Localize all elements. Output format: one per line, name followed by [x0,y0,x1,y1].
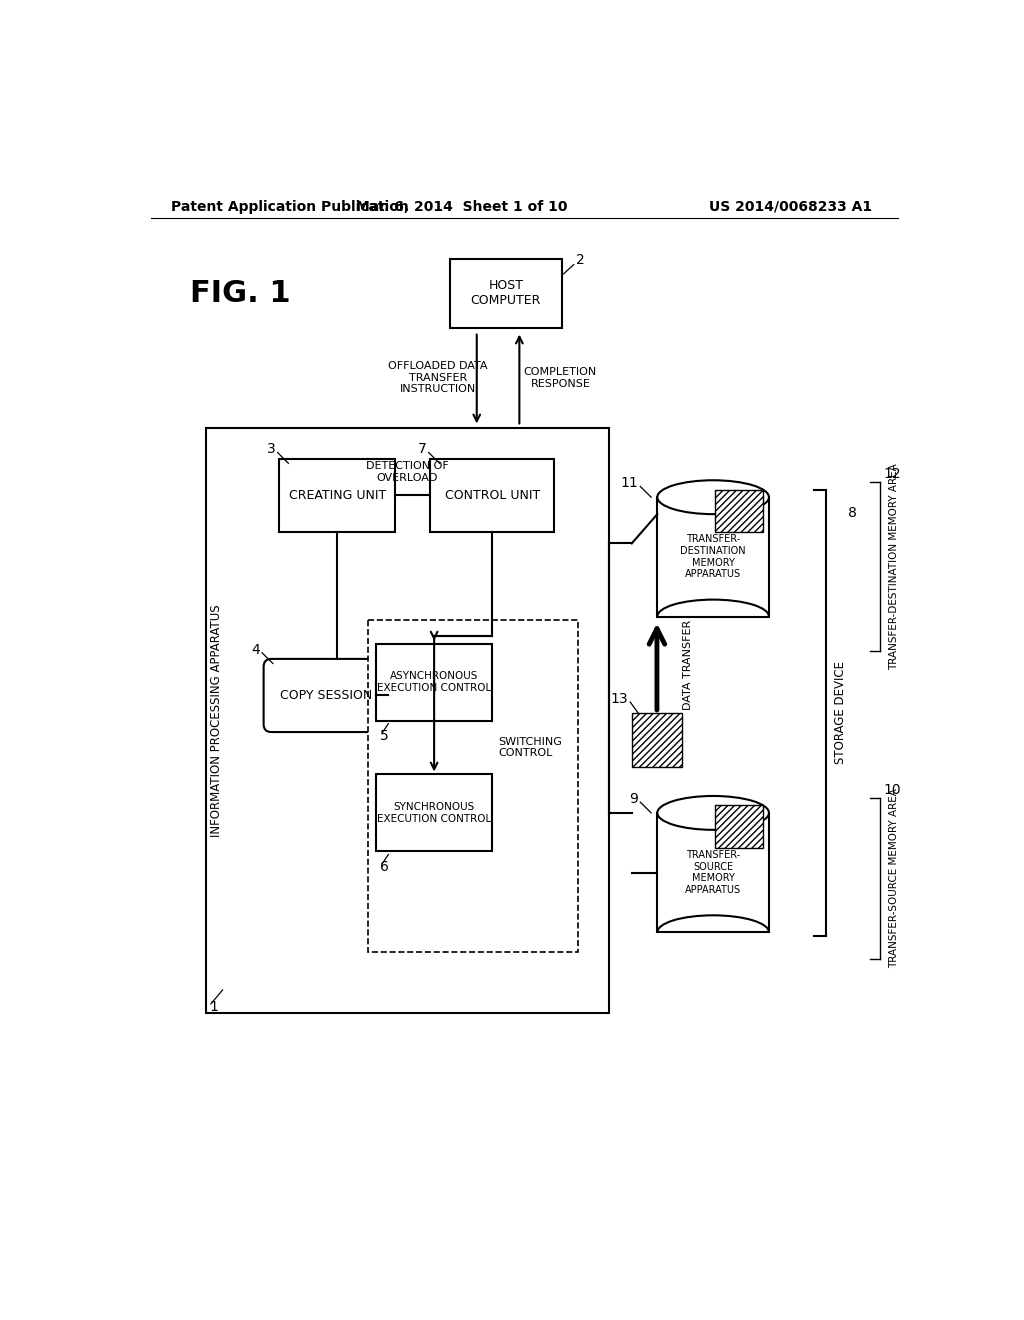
Text: TRANSFER-
DESTINATION
MEMORY
APPARATUS: TRANSFER- DESTINATION MEMORY APPARATUS [680,535,745,579]
Text: US 2014/0068233 A1: US 2014/0068233 A1 [709,199,872,214]
Text: 1: 1 [209,1001,218,1014]
Text: TRANSFER-DESTINATION MEMORY AREA: TRANSFER-DESTINATION MEMORY AREA [889,463,899,669]
Text: STORAGE DEVICE: STORAGE DEVICE [835,661,848,764]
Bar [206,428,608,1014]
Text: SWITCHING
CONTROL: SWITCHING CONTROL [499,737,562,758]
Text: 6: 6 [380,859,389,874]
Text: HOST
COMPUTER: HOST COMPUTER [471,279,541,308]
Text: 12: 12 [884,467,901,480]
Bar [715,805,763,847]
Text: DATA TRANSFER: DATA TRANSFER [683,619,693,710]
Ellipse shape [657,480,769,515]
Text: ASYNCHRONOUS
EXECUTION CONTROL: ASYNCHRONOUS EXECUTION CONTROL [377,671,492,693]
Text: TRANSFER-
SOURCE
MEMORY
APPARATUS: TRANSFER- SOURCE MEMORY APPARATUS [685,850,741,895]
Text: 5: 5 [380,729,389,743]
Text: Patent Application Publication: Patent Application Publication [171,199,409,214]
Text: 13: 13 [610,692,628,706]
Bar [430,459,554,532]
Bar [376,644,493,721]
Text: 3: 3 [266,442,275,457]
Text: COPY SESSION: COPY SESSION [280,689,372,702]
Text: CREATING UNIT: CREATING UNIT [289,488,386,502]
Text: FIG. 1: FIG. 1 [190,279,291,308]
Bar [657,498,769,616]
Text: TRANSFER-SOURCE MEMORY AREA: TRANSFER-SOURCE MEMORY AREA [889,788,899,969]
FancyBboxPatch shape [263,659,388,733]
Text: 7: 7 [418,442,426,457]
Bar [450,259,562,327]
Text: COMPLETION
RESPONSE: COMPLETION RESPONSE [524,367,597,388]
Text: SYNCHRONOUS
EXECUTION CONTROL: SYNCHRONOUS EXECUTION CONTROL [377,803,492,824]
Text: CONTROL UNIT: CONTROL UNIT [444,488,540,502]
Text: 10: 10 [884,783,901,797]
Text: 2: 2 [575,253,585,267]
Text: Mar. 6, 2014  Sheet 1 of 10: Mar. 6, 2014 Sheet 1 of 10 [355,199,567,214]
Bar [376,775,493,851]
Text: OFFLOADED DATA
TRANSFER
INSTRUCTION: OFFLOADED DATA TRANSFER INSTRUCTION [388,362,487,395]
Text: 4: 4 [251,643,260,656]
Text: 8: 8 [848,506,857,520]
Text: INFORMATION PROCESSING APPARATUS: INFORMATION PROCESSING APPARATUS [210,605,223,837]
Text: 11: 11 [621,477,638,490]
Bar [632,713,682,767]
Bar [657,813,769,932]
Bar [369,620,578,952]
Ellipse shape [657,796,769,830]
Text: DETECTION OF
OVERLOAD: DETECTION OF OVERLOAD [366,462,449,483]
Bar [715,490,763,532]
Text: 9: 9 [629,792,638,807]
Bar [280,459,395,532]
